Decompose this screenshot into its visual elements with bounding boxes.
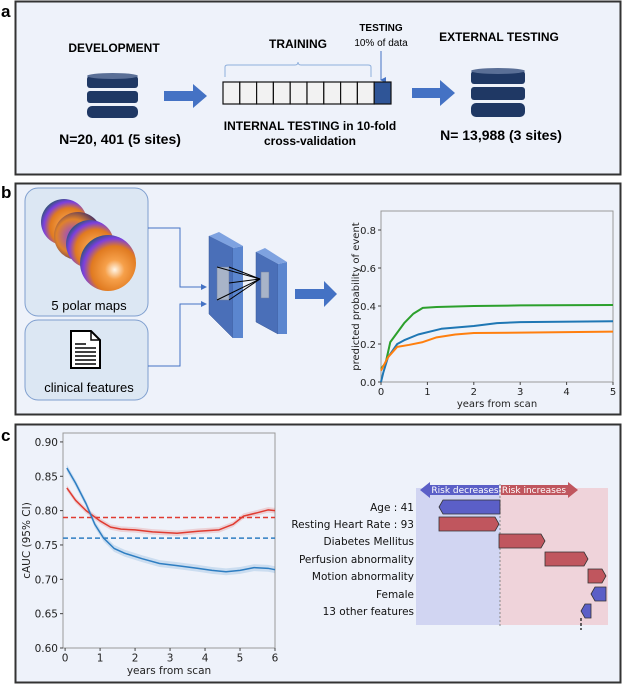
y-tick-label: 0.6 xyxy=(360,264,376,275)
feature-label: Perfusion abnormality xyxy=(299,554,414,566)
training-fold xyxy=(272,81,291,105)
x-tick-label: 3 xyxy=(167,653,174,665)
arrow-right-icon xyxy=(295,281,337,307)
training-fold xyxy=(323,81,342,105)
feature-label: Female xyxy=(376,589,414,601)
x-tick-label: 1 xyxy=(424,387,430,398)
internal-testing-line1: INTERNAL TESTING in 10-fold xyxy=(224,119,396,133)
plot-area xyxy=(62,432,276,649)
risk-decreases-label: Risk decreases xyxy=(431,486,498,496)
y-axis-label: cAUC (95% CI) xyxy=(21,502,33,579)
development-title: DEVELOPMENT xyxy=(68,41,160,55)
training-label: TRAINING xyxy=(269,37,327,51)
y-tick-label: 0.70 xyxy=(35,574,58,586)
y-tick-label: 0.90 xyxy=(35,437,58,449)
y-tick-label: 0.2 xyxy=(360,340,376,351)
clinical-features-label: clinical features xyxy=(44,380,134,395)
feature-bar xyxy=(544,551,589,567)
x-tick-label: 4 xyxy=(563,387,569,398)
series-line xyxy=(380,330,614,372)
series-line xyxy=(66,487,276,535)
x-tick-label: 0 xyxy=(378,387,384,398)
risk-increases-label: Risk increases xyxy=(502,486,566,496)
external-title: EXTERNAL TESTING xyxy=(439,30,559,44)
internal-testing-line2: cross-validation xyxy=(264,134,356,148)
plot-area xyxy=(380,210,614,383)
x-tick-label: 6 xyxy=(272,653,279,665)
feature-bar xyxy=(438,499,501,515)
y-tick-label: 0.75 xyxy=(35,540,58,552)
training-fold xyxy=(289,81,308,105)
y-tick-label: 0.8 xyxy=(360,226,376,237)
feature-bar xyxy=(590,586,607,602)
x-tick-label: 2 xyxy=(132,653,139,665)
feature-waterfall-chart: Risk decreases Risk increases Age : 41 Rest… xyxy=(291,482,608,630)
risk-increases-arrow xyxy=(501,482,578,498)
series-line xyxy=(380,304,614,370)
cnn-layer-icon xyxy=(255,248,287,335)
series-line xyxy=(66,467,276,573)
training-brace xyxy=(224,61,372,77)
connector-line xyxy=(148,227,207,290)
fold-strip xyxy=(222,81,392,105)
database-icon xyxy=(471,68,525,117)
cnn-layer-icon xyxy=(208,232,243,339)
feature-bar xyxy=(580,603,592,619)
y-tick-label: 0.0 xyxy=(360,378,376,389)
arrow-right-icon xyxy=(164,84,207,108)
risk-decreases-arrow xyxy=(420,482,499,498)
database-icon xyxy=(87,73,138,118)
feature-label: Resting Heart Rate : 93 xyxy=(291,519,414,531)
arrow-right-icon xyxy=(412,80,455,106)
polar-map-stack-icon xyxy=(41,199,136,291)
predicted-probability-chart: 0.0 0.2 0.4 0.6 0.8 0 1 2 3 4 5 years from scan pred… xyxy=(351,210,616,410)
convolution-lines xyxy=(216,266,261,301)
feature-label: 13 other features xyxy=(323,606,414,618)
confidence-band xyxy=(66,464,276,576)
y-axis-label: predicted probability of event xyxy=(351,222,362,371)
feature-bar xyxy=(438,516,500,532)
training-fold xyxy=(239,81,258,105)
feature-bar xyxy=(498,533,546,549)
training-fold xyxy=(306,81,325,105)
x-tick-label: 4 xyxy=(202,653,209,665)
development-n: N=20, 401 (5 sites) xyxy=(59,131,181,147)
polar-maps-label: 5 polar maps xyxy=(51,298,127,313)
x-axis-label: years from scan xyxy=(127,665,211,677)
feature-label: Diabetes Mellitus xyxy=(324,536,414,548)
feature-label: Motion abnormality xyxy=(312,571,414,583)
panel-label-b: b xyxy=(1,183,11,202)
feature-bar xyxy=(587,568,607,584)
training-fold xyxy=(256,81,275,105)
x-axis-label: years from scan xyxy=(457,399,537,410)
testing-label: TESTING xyxy=(359,23,403,34)
x-tick-label: 5 xyxy=(610,387,616,398)
training-fold xyxy=(356,81,375,105)
panel-label-c: c xyxy=(1,426,10,445)
training-fold xyxy=(340,81,359,105)
test-fold xyxy=(373,81,392,105)
cauc-chart: 0.60 0.65 0.70 0.75 0.80 0.85 0.90 0 1 2 3 4 5 6 years… xyxy=(21,432,279,677)
training-fold xyxy=(222,81,241,105)
y-tick-label: 0.4 xyxy=(360,302,376,313)
document-icon xyxy=(70,330,101,369)
y-tick-label: 0.65 xyxy=(35,609,58,621)
y-tick-label: 0.60 xyxy=(35,643,58,655)
x-tick-label: 1 xyxy=(97,653,104,665)
x-tick-label: 2 xyxy=(471,387,477,398)
y-tick-label: 0.80 xyxy=(35,506,58,518)
external-n: N= 13,988 (3 sites) xyxy=(440,127,562,143)
y-tick-label: 0.85 xyxy=(35,471,58,483)
x-tick-label: 3 xyxy=(517,387,523,398)
panel-label-a: a xyxy=(1,2,11,21)
connector-line xyxy=(148,301,207,367)
feature-label: Age : 41 xyxy=(370,502,414,514)
x-tick-label: 5 xyxy=(237,653,244,665)
testing-sub: 10% of data xyxy=(354,38,408,49)
x-tick-label: 0 xyxy=(62,653,69,665)
